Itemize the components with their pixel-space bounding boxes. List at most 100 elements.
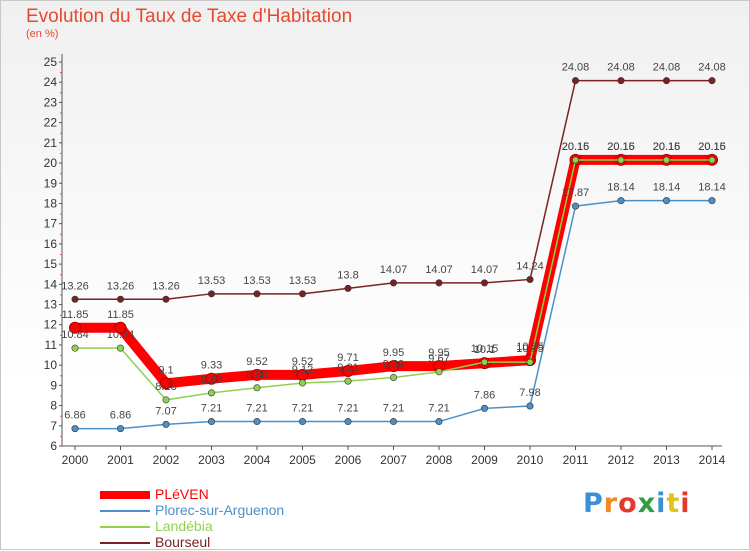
value-label-plorec-2012: 18.14: [607, 182, 635, 194]
x-tick-label-2002: 2002: [153, 453, 180, 467]
value-label-plorec-2005: 7.21: [292, 403, 313, 415]
value-label-landebia-2012: 20.15: [607, 141, 635, 153]
y-tick-label-25: 25: [44, 55, 58, 69]
point-plorec-2001: [117, 425, 125, 433]
value-label-bourseul-2010: 14.24: [516, 260, 544, 272]
legend-label-pleven: PLéVEN: [155, 486, 209, 502]
value-label-landebia-2010: 10.15: [516, 343, 544, 355]
value-label-pleven-2008: 9.95: [428, 347, 449, 359]
y-tick-label-19: 19: [44, 176, 58, 190]
point-plorec-2011: [571, 202, 579, 210]
y-tick-label-22: 22: [44, 116, 58, 130]
point-bourseul-2008: [435, 279, 443, 287]
y-tick-label-8: 8: [50, 399, 57, 413]
logo-letter: x: [637, 488, 657, 519]
legend-swatch-bourseul: [100, 542, 150, 544]
point-plorec-2003: [208, 418, 216, 426]
value-label-bourseul-2011: 24.08: [562, 62, 590, 74]
value-label-bourseul-2003: 13.53: [198, 275, 226, 287]
point-bourseul-2002: [162, 295, 170, 303]
value-label-pleven-2001: 11.85: [107, 309, 134, 321]
y-tick-label-11: 11: [45, 338, 58, 352]
y-tick-label-20: 20: [44, 156, 58, 170]
value-label-plorec-2002: 7.07: [155, 405, 176, 417]
value-label-bourseul-2008: 14.07: [425, 264, 453, 276]
point-landebia-2012: [617, 156, 625, 164]
point-landebia-2014: [708, 156, 716, 164]
value-label-pleven-2013: 20.16: [653, 141, 681, 153]
value-label-bourseul-2009: 14.07: [471, 264, 499, 276]
value-label-pleven-2011: 20.16: [562, 141, 590, 153]
value-label-bourseul-2007: 14.07: [380, 264, 408, 276]
point-pleven-2002: [160, 377, 172, 390]
x-tick-label-2012: 2012: [608, 453, 635, 467]
point-bourseul-2007: [389, 279, 397, 287]
point-plorec-2008: [435, 418, 443, 426]
y-tick-label-15: 15: [44, 257, 58, 271]
value-label-pleven-2007: 9.95: [383, 347, 404, 359]
y-tick-label-16: 16: [44, 237, 58, 251]
value-label-bourseul-2001: 13.26: [107, 280, 135, 292]
point-landebia-2003: [208, 389, 216, 397]
value-label-plorec-2001: 6.86: [110, 410, 131, 422]
y-tick-label-14: 14: [44, 277, 58, 291]
x-tick-label-2004: 2004: [244, 453, 271, 467]
point-bourseul-2001: [117, 295, 125, 303]
x-tick-label-2008: 2008: [426, 453, 453, 467]
value-label-bourseul-2002: 13.26: [152, 280, 180, 292]
point-plorec-2009: [480, 404, 488, 412]
point-bourseul-2004: [253, 290, 261, 298]
value-label-plorec-2014: 18.14: [698, 182, 726, 194]
y-tick-label-10: 10: [44, 358, 58, 372]
legend-label-landebia: Landébia: [155, 518, 213, 534]
value-label-pleven-2005: 9.52: [292, 356, 313, 368]
value-label-landebia-2004: 8.88: [246, 369, 267, 381]
y-tick-label-23: 23: [44, 95, 58, 109]
value-label-pleven-2006: 9.71: [337, 352, 358, 364]
y-tick-label-13: 13: [44, 298, 58, 312]
value-label-pleven-2014: 20.16: [698, 141, 726, 153]
point-pleven-2001: [114, 321, 127, 334]
x-tick-label-2000: 2000: [62, 453, 89, 467]
value-label-pleven-2010: 10.25: [516, 341, 544, 353]
chart-subtitle: (en %): [26, 28, 59, 40]
value-label-plorec-2009: 7.86: [474, 389, 495, 401]
y-tick-label-21: 21: [44, 136, 58, 150]
point-plorec-2000: [71, 425, 79, 433]
proxiti-logo: Proxiti: [583, 488, 691, 519]
x-tick-label-2014: 2014: [699, 453, 726, 467]
value-label-plorec-2003: 7.21: [201, 403, 222, 415]
value-label-plorec-2004: 7.21: [246, 403, 267, 415]
logo-letter: t: [666, 488, 681, 519]
point-landebia-2011: [571, 156, 579, 164]
point-bourseul-2003: [208, 290, 216, 298]
chart-axes: 6 7 8 9 10 11 12 13 14 15 16 17 18 19 20 21 22 23 24 25 2000…: [44, 54, 726, 467]
point-pleven-2006: [342, 365, 354, 378]
value-label-bourseul-2012: 24.08: [607, 62, 635, 74]
value-label-bourseul-2005: 13.53: [289, 275, 317, 287]
point-plorec-2004: [253, 418, 261, 426]
point-plorec-2007: [389, 418, 397, 426]
value-label-plorec-2010: 7.98: [519, 387, 540, 399]
point-bourseul-2005: [298, 290, 306, 298]
point-bourseul-2010: [526, 275, 534, 283]
point-bourseul-2013: [662, 77, 670, 85]
x-tick-label-2007: 2007: [380, 453, 407, 467]
value-label-landebia-2002: 8.28: [155, 381, 176, 393]
y-tick-label-17: 17: [44, 217, 58, 231]
logo-letter: r: [603, 488, 619, 519]
point-landebia-2006: [344, 377, 352, 385]
value-label-landebia-2011: 20.15: [562, 141, 590, 153]
x-tick-label-2011: 2011: [563, 453, 589, 467]
value-label-plorec-2011: 17.87: [562, 187, 590, 199]
logo-letter: i: [656, 488, 667, 519]
logo-letter: o: [618, 488, 638, 519]
point-pleven-2004: [251, 368, 263, 381]
value-label-pleven-2002: 9.1: [158, 364, 173, 376]
y-tick-label-18: 18: [44, 196, 58, 210]
legend-label-plorec: Plorec-sur-Arguenon: [155, 502, 285, 518]
value-label-pleven-2004: 9.52: [246, 356, 267, 368]
point-landebia-2005: [298, 379, 306, 387]
y-tick-label-7: 7: [50, 419, 57, 433]
